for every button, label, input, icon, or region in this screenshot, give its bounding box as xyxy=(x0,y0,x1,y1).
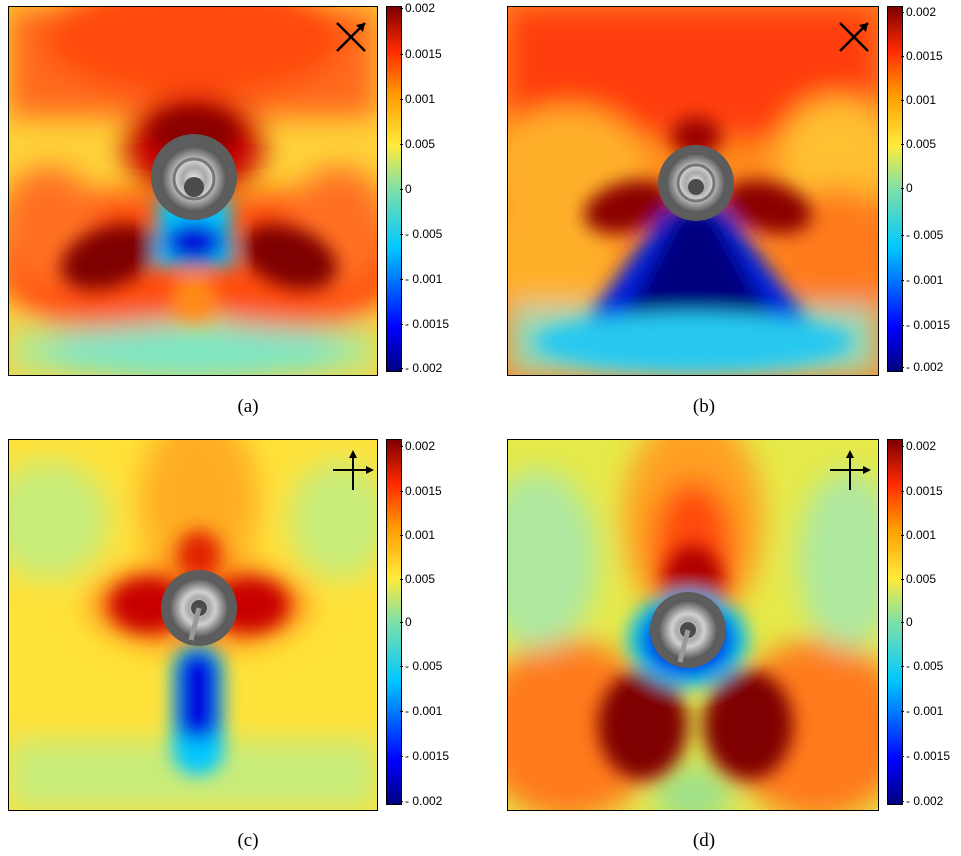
tick-label: - 0.0015 xyxy=(906,749,951,763)
colorbar-tick-mark xyxy=(901,144,904,145)
tick-label: 0.001 xyxy=(906,528,937,542)
colorbar-tick-mark xyxy=(901,622,904,623)
colorbar-tick-mark xyxy=(901,280,904,281)
caption-a: (a) xyxy=(237,396,259,417)
tick-label: - 0.005 xyxy=(906,228,944,242)
caption-d: (d) xyxy=(692,830,716,851)
tick-label: - 0.0015 xyxy=(405,317,450,331)
tick-label: - 0.001 xyxy=(405,704,443,718)
tick-label: 0.0015 xyxy=(906,484,943,498)
tick-label: 0 xyxy=(405,182,412,196)
strain-field-c xyxy=(8,439,378,811)
colorbar-tick-mark xyxy=(901,756,904,757)
colorbar-tick-mark xyxy=(400,446,403,447)
heatmap-b xyxy=(508,7,878,375)
colorbar-tick-mark xyxy=(901,801,904,802)
tick-label: - 0.002 xyxy=(906,360,944,374)
caption-b: (b) xyxy=(692,396,716,417)
tick-label: - 0.001 xyxy=(906,704,944,718)
colorbar-tick-mark xyxy=(400,99,403,100)
colorbar-tick-mark xyxy=(901,325,904,326)
colorbar-tick-mark xyxy=(400,491,403,492)
tick-label: 0.005 xyxy=(405,137,436,151)
specimen-a xyxy=(151,134,237,220)
colorbar-tick-mark xyxy=(400,579,403,580)
colorbar-tick-mark xyxy=(901,12,904,13)
tick-label: 0.002 xyxy=(906,5,937,19)
tick-label: 0.001 xyxy=(405,528,436,542)
heatmap-c xyxy=(9,440,377,810)
cross-arrows-icon xyxy=(830,450,871,490)
colorbar-tick-mark xyxy=(901,100,904,101)
cross-arrows-icon xyxy=(333,450,374,490)
colorbar-tick-mark xyxy=(901,367,904,368)
tick-label: 0.0015 xyxy=(405,484,442,498)
colorbar-tick-mark xyxy=(901,491,904,492)
tick-label: 0.005 xyxy=(405,572,436,586)
strain-field-d xyxy=(507,439,879,811)
tick-label: 0.0015 xyxy=(405,47,442,61)
colorbar-tick-mark xyxy=(400,144,403,145)
colorbar-tick-mark xyxy=(400,54,403,55)
diagonal-arrows-icon xyxy=(336,22,366,52)
tick-label: 0.002 xyxy=(906,439,937,453)
tick-label: 0.001 xyxy=(906,93,937,107)
colorbar-tick-mark xyxy=(400,756,403,757)
colorbar-tick-mark xyxy=(400,622,403,623)
caption-c: (c) xyxy=(237,830,259,851)
tick-label: 0.005 xyxy=(906,572,937,586)
colorbar-tick-mark xyxy=(400,234,403,235)
colorbar-tick-mark xyxy=(901,666,904,667)
tick-label: 0.005 xyxy=(906,137,937,151)
colorbar-tick-mark xyxy=(901,711,904,712)
strain-field-a xyxy=(8,6,378,376)
tick-label: - 0.005 xyxy=(906,659,944,673)
tick-label: - 0.005 xyxy=(405,659,443,673)
colorbar-tick-mark xyxy=(901,235,904,236)
heatmap-d xyxy=(508,440,878,810)
specimen-b xyxy=(658,145,734,221)
colorbar-tick-mark xyxy=(901,188,904,189)
colorbar-tick-mark xyxy=(901,446,904,447)
tick-label: 0.002 xyxy=(405,1,436,15)
tick-label: 0.001 xyxy=(405,92,436,106)
tick-label: - 0.0015 xyxy=(405,749,450,763)
colorbar-tick-mark xyxy=(901,579,904,580)
tick-label: - 0.002 xyxy=(906,794,944,808)
colorbar-tick-mark xyxy=(400,711,403,712)
tick-label: - 0.001 xyxy=(906,273,944,287)
tick-label: - 0.002 xyxy=(405,794,443,808)
colorbar-tick-mark xyxy=(400,8,403,9)
colorbar-tick-mark xyxy=(400,666,403,667)
tick-label: - 0.0015 xyxy=(906,318,951,332)
tick-label: 0.0015 xyxy=(906,49,943,63)
colorbar-tick-mark xyxy=(400,279,403,280)
tick-label: 0 xyxy=(906,181,913,195)
colorbar-tick-mark xyxy=(901,535,904,536)
colorbar-b xyxy=(887,6,903,372)
tick-label: - 0.001 xyxy=(405,272,443,286)
colorbar-tick-mark xyxy=(400,801,403,802)
tick-label: - 0.005 xyxy=(405,227,443,241)
strain-field-b xyxy=(507,6,879,376)
tick-label: 0 xyxy=(405,615,412,629)
tick-label: - 0.002 xyxy=(405,361,443,375)
colorbar-tick-mark xyxy=(901,56,904,57)
colorbar-tick-mark xyxy=(400,324,403,325)
specimen-d xyxy=(650,592,726,668)
diagonal-arrows-icon xyxy=(839,22,869,52)
tick-label: 0.002 xyxy=(405,439,436,453)
colorbar-tick-mark xyxy=(400,535,403,536)
tick-label: 0 xyxy=(906,615,913,629)
heatmap-a xyxy=(9,7,377,375)
colorbar-tick-mark xyxy=(400,368,403,369)
colorbar-tick-mark xyxy=(400,189,403,190)
specimen-c xyxy=(161,570,237,646)
